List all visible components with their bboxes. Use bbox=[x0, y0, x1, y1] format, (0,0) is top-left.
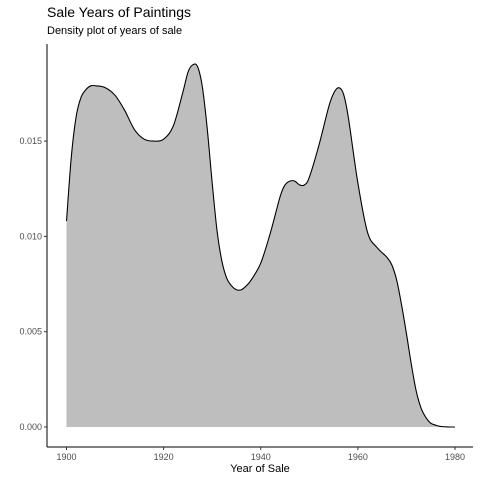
chart-subtitle: Density plot of years of sale bbox=[47, 25, 182, 37]
density-line bbox=[65, 63, 456, 428]
x-axis-ticks: 1900 1920 1940 1960 1980 bbox=[56, 447, 465, 462]
x-tick-label: 1960 bbox=[348, 452, 368, 462]
x-tick-label: 1980 bbox=[445, 452, 465, 462]
density-area bbox=[66, 63, 455, 428]
x-tick-label: 1920 bbox=[154, 452, 174, 462]
x-tick-label: 1900 bbox=[56, 452, 76, 462]
y-tick-label: 0.005 bbox=[19, 327, 42, 337]
chart-title: Sale Years of Paintings bbox=[47, 4, 191, 20]
y-tick-label: 0.015 bbox=[19, 136, 42, 146]
x-axis-title: Year of Sale bbox=[230, 463, 290, 475]
y-axis-ticks: 0.000 0.005 0.010 0.015 bbox=[19, 136, 47, 432]
x-tick-label: 1940 bbox=[251, 452, 271, 462]
y-tick-label: 0.000 bbox=[19, 422, 42, 432]
y-tick-label: 0.010 bbox=[19, 231, 42, 241]
plot-area bbox=[65, 63, 456, 428]
